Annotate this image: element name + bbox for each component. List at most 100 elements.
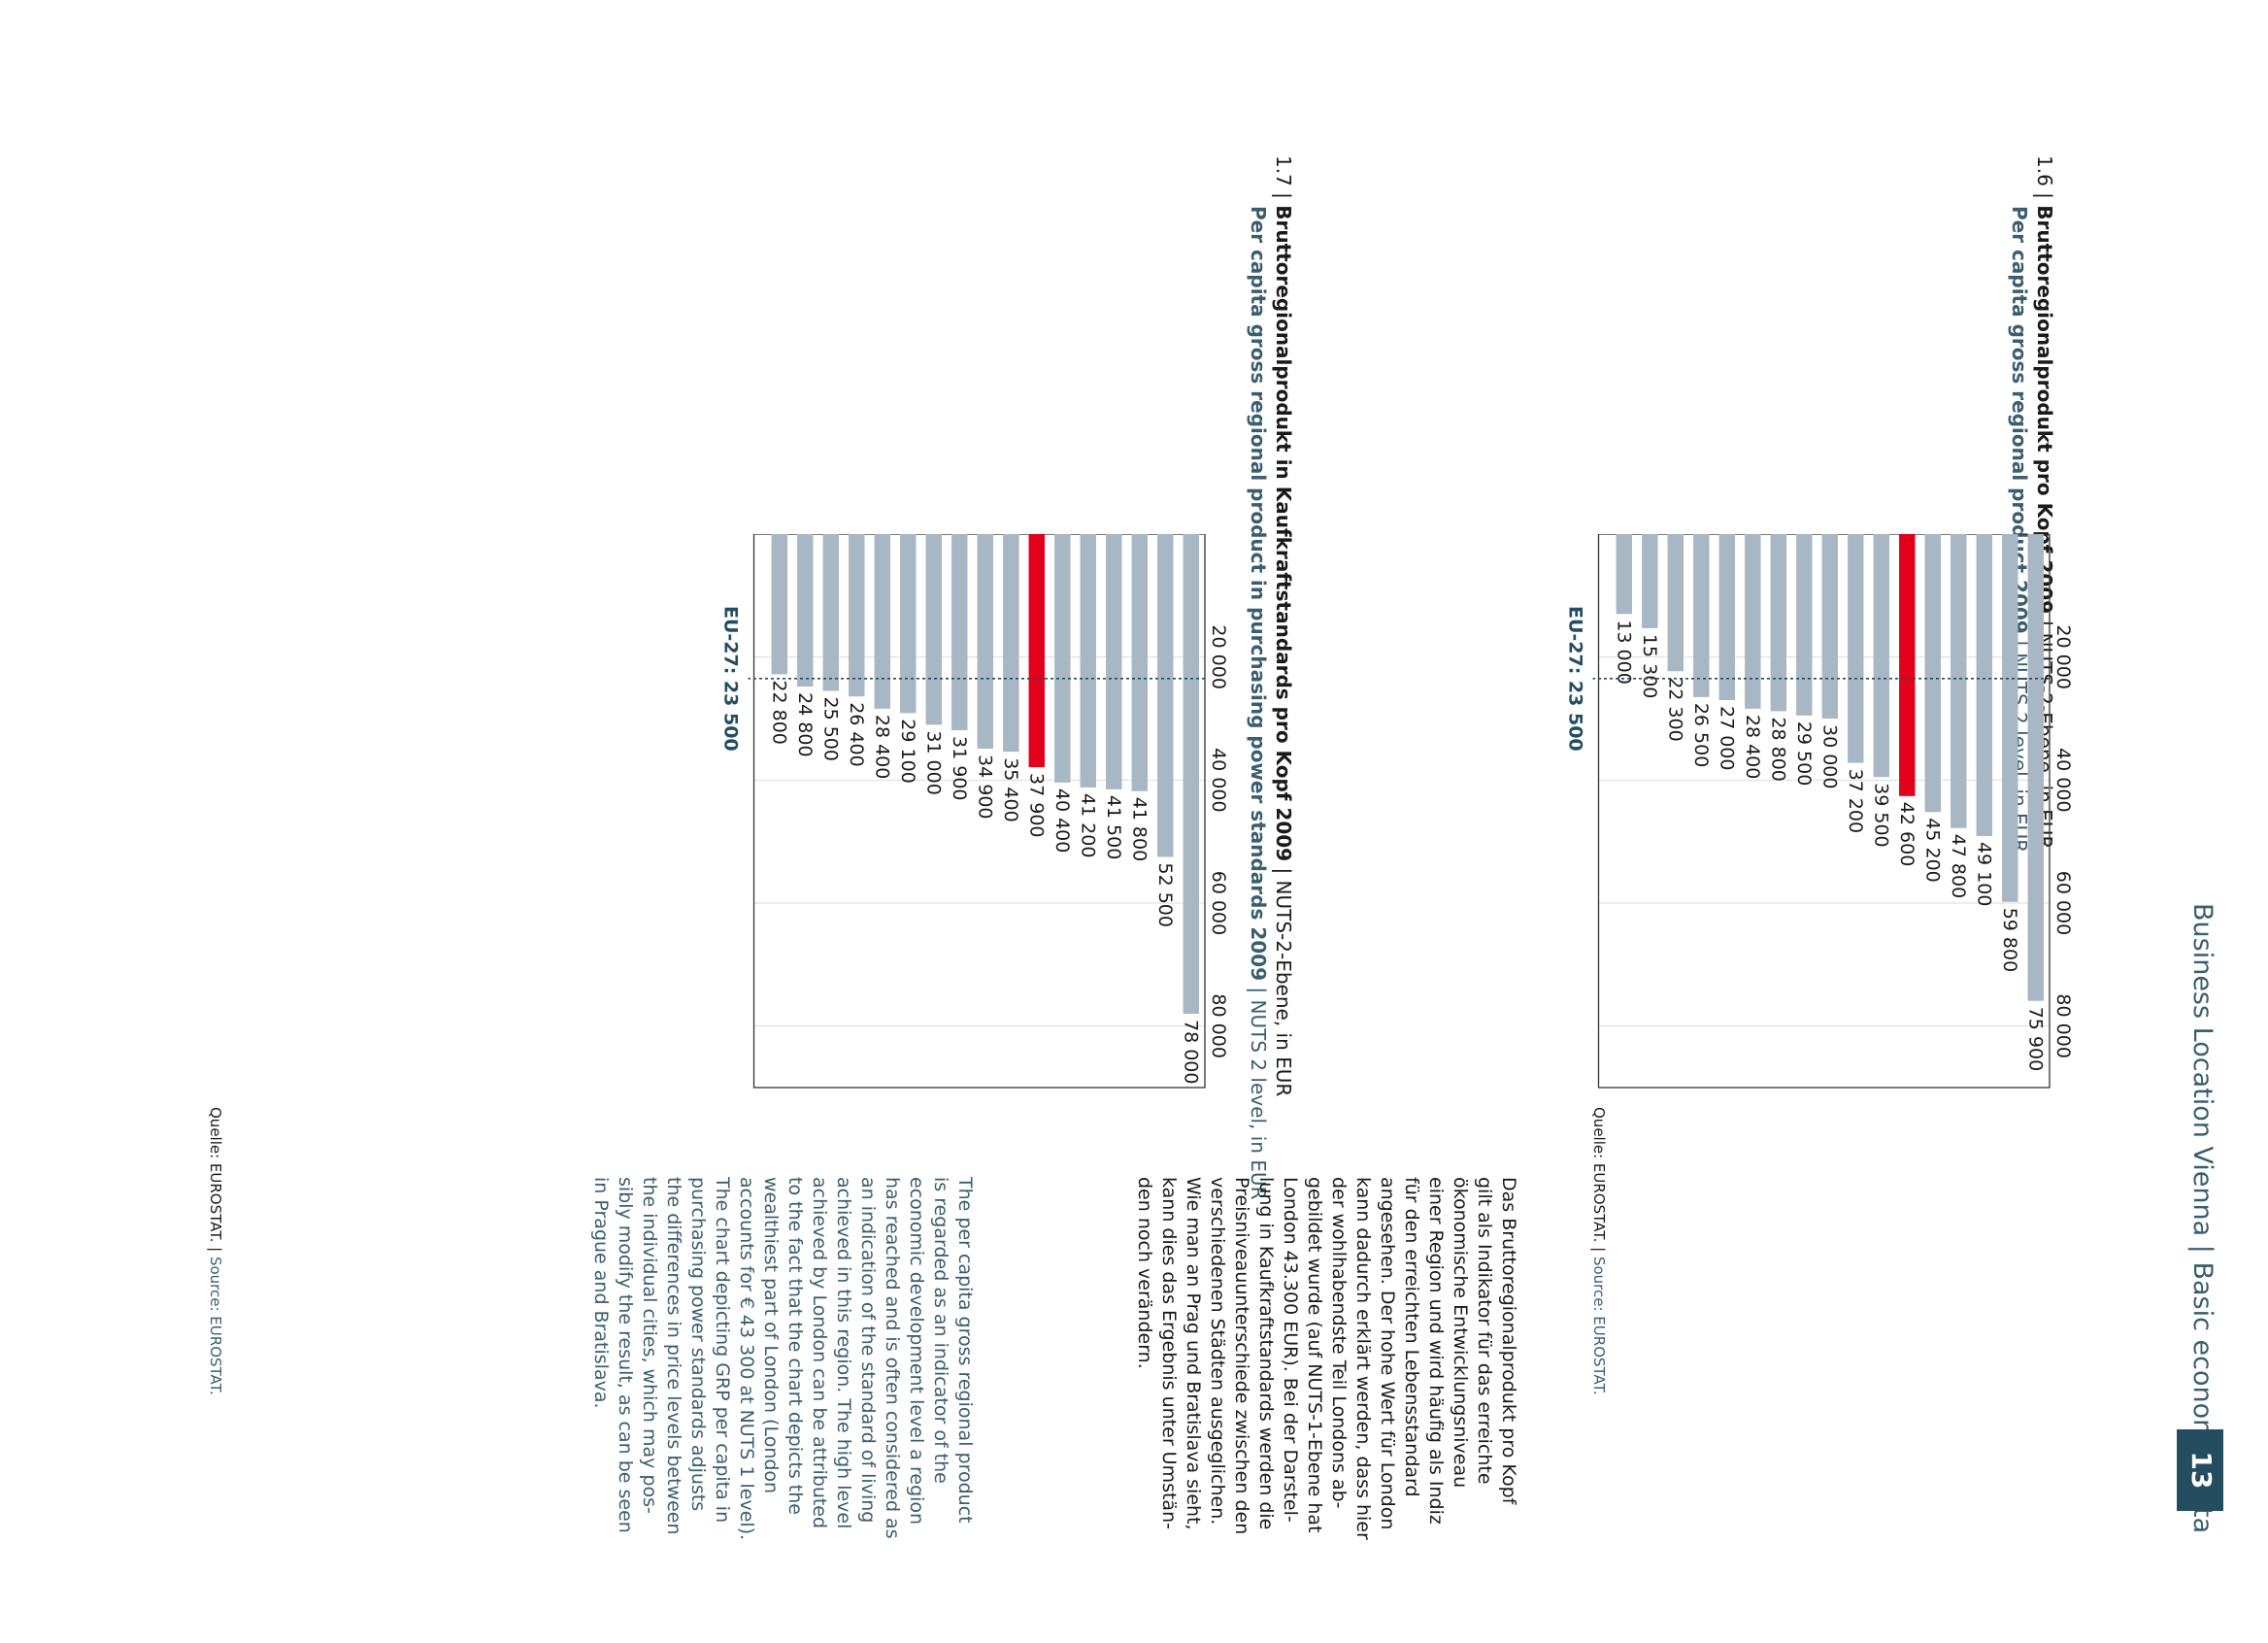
data-label: 42 600 bbox=[1896, 802, 1918, 866]
text-de-line: den noch verändern. bbox=[1134, 1177, 1155, 1369]
bar bbox=[1080, 534, 1096, 788]
text-de-line: gebildet wurde (auf NUTS-1-Ebene hat bbox=[1304, 1177, 1325, 1533]
data-label: 27 000 bbox=[1716, 706, 1737, 770]
bar bbox=[849, 534, 865, 697]
text-de-line: für den erreichten Lebensstandard bbox=[1401, 1177, 1422, 1497]
data-label: 45 200 bbox=[1921, 818, 1943, 882]
chart-1-7-source-de: Quelle: EUROSTAT. | bbox=[207, 1107, 224, 1253]
bar bbox=[1693, 534, 1710, 697]
text-de-line: Wie man an Prag und Bratislava sieht, bbox=[1183, 1177, 1204, 1530]
data-label: 13 000 bbox=[1613, 620, 1634, 684]
text-en-line: an indication of the standard of living bbox=[857, 1177, 879, 1524]
data-label: 24 800 bbox=[794, 692, 816, 756]
text-en-line: accounts for € 43 300 at NUTS 1 level). bbox=[736, 1177, 757, 1541]
bar bbox=[977, 534, 993, 750]
text-de-line: kann dies das Ergebnis unter Umstän- bbox=[1158, 1177, 1180, 1529]
bar bbox=[1899, 534, 1916, 796]
text-en-line: in Prague and Bratislava. bbox=[590, 1177, 612, 1409]
data-label: 37 200 bbox=[1845, 769, 1866, 833]
text-de-line: angesehen. Der hohe Wert für London bbox=[1377, 1177, 1398, 1530]
data-label: 41 800 bbox=[1128, 797, 1150, 861]
data-label: 22 800 bbox=[768, 680, 789, 744]
bar bbox=[1951, 534, 1967, 828]
chart-1-6-source-en: Source: EUROSTAT. bbox=[1590, 1252, 1608, 1395]
data-label: 41 500 bbox=[1103, 795, 1124, 859]
data-label: 35 400 bbox=[1000, 757, 1021, 822]
data-label: 22 300 bbox=[1664, 677, 1685, 741]
body-text-german: Das Bruttoregionalprodukt pro Kopf gilt a… bbox=[1132, 1177, 1520, 1643]
bar bbox=[951, 534, 968, 731]
bar bbox=[1745, 534, 1761, 709]
data-label: 31 900 bbox=[949, 736, 970, 800]
chart-1-6-source-de: Quelle: EUROSTAT. | bbox=[1590, 1107, 1608, 1253]
bar bbox=[1131, 534, 1148, 791]
text-en-line: sibly modify the result, as can be seen bbox=[615, 1177, 636, 1533]
data-label: 41 200 bbox=[1077, 793, 1098, 857]
data-label: 34 900 bbox=[974, 754, 995, 819]
bar bbox=[797, 534, 814, 687]
bar bbox=[1157, 534, 1174, 857]
tick-label: 60 000 bbox=[2052, 871, 2074, 935]
chart-1-6-number: 1.6 | bbox=[2033, 155, 2056, 199]
chart-1-6-source: Quelle: EUROSTAT. | Source: EUROSTAT. bbox=[1590, 1107, 1608, 1395]
text-en-line: the individual cities, which may pos- bbox=[639, 1177, 660, 1514]
data-label: 15 300 bbox=[1639, 634, 1660, 698]
data-label: 29 500 bbox=[1793, 721, 1815, 786]
text-en-line: economic development level a region bbox=[906, 1177, 927, 1526]
bar bbox=[900, 534, 917, 714]
data-label: 28 800 bbox=[1767, 717, 1788, 781]
tick-label: 20 000 bbox=[1208, 624, 1229, 688]
bar bbox=[1718, 534, 1735, 700]
bar bbox=[1976, 534, 1992, 836]
data-label: 26 400 bbox=[846, 702, 867, 766]
data-label: 29 100 bbox=[897, 719, 918, 783]
text-en-line: has reached and is often considered as bbox=[882, 1177, 903, 1539]
data-label: 47 800 bbox=[1948, 834, 1969, 898]
bar bbox=[822, 534, 839, 691]
bar bbox=[771, 534, 787, 675]
chart-1-7-number: 1.7 | bbox=[1272, 155, 1295, 199]
bar bbox=[1848, 534, 1864, 763]
text-de-line: lung in Kaufkraftstandards werden die bbox=[1255, 1177, 1277, 1530]
bar bbox=[1183, 534, 1199, 1014]
data-label: 25 500 bbox=[819, 697, 841, 761]
bar bbox=[2002, 534, 2018, 902]
text-en-line: purchasing power standards adjusts bbox=[687, 1177, 709, 1512]
bar bbox=[925, 534, 942, 725]
tick-label: 40 000 bbox=[2052, 748, 2074, 812]
bar bbox=[1796, 534, 1813, 716]
chart-1-7-subtitle: Per capita gross regional product in pur… bbox=[1247, 206, 1270, 1199]
text-de-line: verschiedenen Städten ausgeglichen. bbox=[1207, 1177, 1228, 1526]
chart-1-7-title-de: Bruttoregionalprodukt in Kaufkraftstanda… bbox=[1272, 205, 1295, 862]
bar bbox=[1770, 534, 1786, 712]
rotated-page: Business Location Vienna | Basic economi… bbox=[207, 155, 2223, 1540]
chart-1-7-source: Quelle: EUROSTAT. | Source: EUROSTAT. bbox=[207, 1107, 224, 1395]
tick-label: 60 000 bbox=[1208, 871, 1229, 935]
text-en-line: is regarded as an indicator of the bbox=[930, 1177, 951, 1484]
text-en-line: wealthiest part of London (London bbox=[760, 1177, 782, 1494]
text-de-line: London 43.300 EUR). Bei der Darstel- bbox=[1280, 1177, 1301, 1523]
bar bbox=[1924, 534, 1941, 813]
data-label: 39 500 bbox=[1870, 783, 1891, 847]
text-de-line: der wohlhabendste Teil Londons ab- bbox=[1328, 1177, 1350, 1509]
text-en-line: achieved in this region. The high level bbox=[833, 1177, 854, 1529]
tick-label: 80 000 bbox=[1208, 993, 1229, 1057]
text-de-line: einer Region und wird häufig als Indiz bbox=[1425, 1177, 1447, 1525]
data-label: 26 500 bbox=[1690, 703, 1712, 767]
text-en-line: to the fact that the chart depicts the bbox=[784, 1177, 806, 1515]
plot-frame bbox=[752, 534, 1206, 1089]
text-en-line: the differences in price levels between bbox=[663, 1177, 684, 1535]
bar bbox=[1821, 534, 1838, 719]
reference-label: EU-27: 23 500 bbox=[720, 606, 742, 752]
text-en-line: The per capita gross regional product bbox=[954, 1177, 976, 1524]
bar bbox=[874, 534, 890, 709]
bar bbox=[1028, 534, 1045, 768]
data-label: 52 500 bbox=[1154, 863, 1176, 927]
bar bbox=[1616, 534, 1632, 615]
text-de-line: Das Bruttoregionalprodukt pro Kopf bbox=[1498, 1177, 1519, 1505]
data-label: 28 400 bbox=[871, 715, 892, 779]
data-label: 59 800 bbox=[1999, 908, 2020, 972]
tick-label: 40 000 bbox=[1208, 748, 1229, 812]
